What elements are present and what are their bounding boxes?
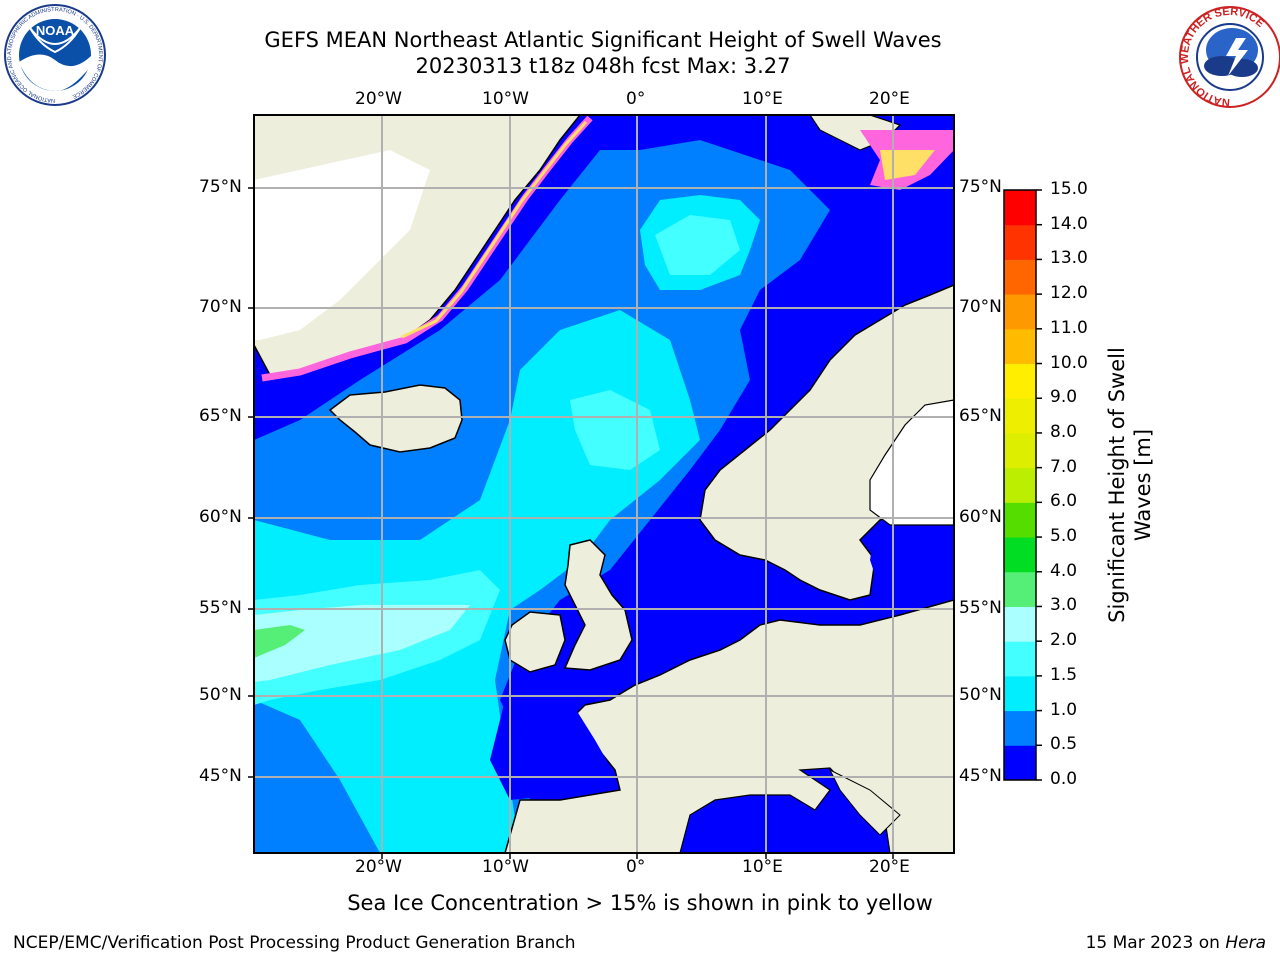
colorbar-segment [1004, 432, 1036, 469]
graticule [254, 115, 954, 853]
nws-logo: NATIONAL WEATHER SERVICE [1179, 6, 1280, 108]
colorbar-segment [1004, 259, 1036, 295]
colorbar-tick-label: 15.0 [1050, 179, 1088, 199]
colorbar-tick-label: 9.0 [1050, 387, 1078, 408]
colorbar-segment [1004, 328, 1036, 365]
land-iceland [328, 384, 463, 453]
ocean-band-2.0-3.0 [254, 605, 470, 682]
colorbar-tick-label: 8.0 [1050, 421, 1078, 442]
lat-label-left: 60°N [199, 507, 242, 527]
lat-label-right: 75°N [959, 177, 1002, 197]
lon-label-top: 0° [626, 89, 646, 109]
lat-label-left: 55°N [199, 598, 242, 618]
footer-date: 15 Mar 2023 on Hera [1086, 933, 1266, 953]
colorbar-segment [1004, 398, 1036, 434]
lon-label-bottom: 20°W [355, 857, 402, 877]
lat-label-right: 70°N [959, 297, 1002, 317]
chart-title: GEFS MEAN Northeast Atlantic Significant… [264, 28, 942, 52]
lon-label-bottom: 0° [626, 857, 646, 877]
colorbar-tick-label: 11.0 [1050, 317, 1088, 338]
colorbar-frame [1003, 189, 1037, 781]
lat-label-right: 50°N [959, 685, 1002, 705]
lon-label-top: 20°E [869, 89, 910, 109]
map-ticks [248, 187, 894, 859]
lon-label-top: 10°W [482, 89, 529, 109]
map-panel [254, 115, 954, 853]
colorbar-tick-label: 2.0 [1050, 630, 1078, 651]
colorbar-segment [1004, 606, 1036, 642]
chart-subtitle: 20230313 t18z 048h fcst Max: 3.27 [415, 54, 791, 78]
lat-label-left: 45°N [199, 766, 242, 786]
lat-label-right: 65°N [959, 406, 1002, 426]
colorbar-segment [1004, 190, 1036, 226]
colorbar-segment [1004, 294, 1036, 330]
noaa-logo-text: NOAA [36, 23, 75, 38]
ocean-band-3.0-4.0 [254, 625, 305, 658]
land-scandinavia [699, 284, 954, 601]
land-great-britain [563, 539, 633, 671]
colorbar-tick-label: 14.0 [1050, 213, 1088, 234]
lon-label-top: 20°W [355, 89, 402, 109]
colorbar-tick-label: 10.0 [1050, 352, 1088, 373]
colorbar-tick-label: 3.0 [1050, 595, 1078, 616]
colorbar-segment [1004, 641, 1036, 677]
colorbar-tick-label: 5.0 [1050, 526, 1078, 547]
colorbar-segment [1004, 571, 1036, 607]
colorbar-tick-label: 7.0 [1050, 456, 1078, 477]
map-frame [253, 114, 955, 854]
lon-label-bottom: 10°E [742, 857, 783, 877]
colorbar-tick-label: 12.0 [1050, 283, 1088, 304]
lat-label-right: 55°N [959, 598, 1002, 618]
colorbar-label: Significant Height of Swell Waves [m] [1105, 347, 1155, 623]
noaa-logo: NOAA NATIONAL OCEANIC AND ATMOSPHERIC AD… [4, 4, 106, 106]
lat-label-left: 70°N [199, 297, 242, 317]
colorbar-tick-label: 0.0 [1050, 769, 1078, 789]
colorbar-segment [1004, 224, 1036, 260]
lat-label-left: 50°N [199, 685, 242, 705]
colorbar-segment [1004, 675, 1036, 712]
lon-label-bottom: 10°W [482, 857, 529, 877]
sea-ice-caption: Sea Ice Concentration > 15% is shown in … [347, 891, 933, 915]
colorbar-tick-label: 0.5 [1050, 734, 1078, 755]
colorbar-tick-label: 1.5 [1050, 664, 1078, 685]
land-ireland [504, 611, 566, 673]
colorbar-segment [1004, 710, 1036, 746]
colorbar-segment [1004, 363, 1036, 399]
footer-credit: NCEP/EMC/Verification Post Processing Pr… [13, 933, 576, 953]
lon-label-bottom: 20°E [869, 857, 910, 877]
colorbar-tick-label: 13.0 [1050, 248, 1088, 269]
colorbar-tick-label: 1.0 [1050, 699, 1078, 720]
footer-date-text: 15 Mar 2023 on [1085, 933, 1226, 953]
colorbar [1003, 189, 1042, 781]
lat-label-left: 65°N [199, 406, 242, 426]
lon-label-top: 10°E [742, 89, 783, 109]
colorbar-tick-label: 6.0 [1050, 491, 1078, 512]
colorbar-segment [1004, 467, 1036, 503]
colorbar-segment [1004, 502, 1036, 538]
colorbar-segment [1004, 537, 1036, 573]
lat-label-left: 75°N [199, 177, 242, 197]
colorbar-tick-label: 4.0 [1050, 560, 1078, 581]
lat-label-right: 60°N [959, 507, 1002, 527]
colorbar-segment [1004, 745, 1036, 781]
lat-label-right: 45°N [959, 766, 1002, 786]
footer-host: Hera [1225, 933, 1266, 953]
